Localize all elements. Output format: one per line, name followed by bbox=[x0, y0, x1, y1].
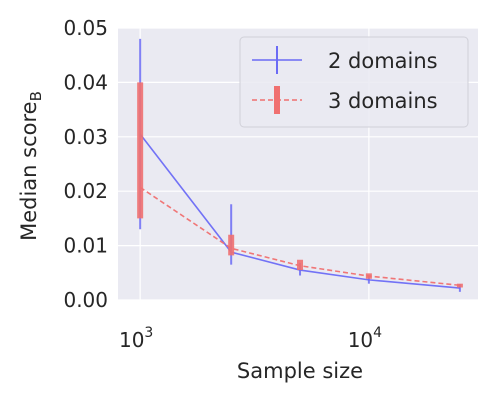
series-layer bbox=[137, 38, 463, 292]
y-tick-label: 0.01 bbox=[63, 234, 108, 258]
legend-label: 3 domains bbox=[328, 89, 438, 113]
legend-item: 2 domains bbox=[252, 46, 438, 74]
legend-label: 2 domains bbox=[328, 49, 438, 73]
legend: 2 domains 3 domains bbox=[239, 36, 469, 128]
y-axis-title-main: Median score bbox=[17, 101, 41, 240]
x-tick-label: 104 bbox=[348, 325, 382, 352]
x-tick-label: 103 bbox=[119, 325, 153, 352]
y-tick-label: 0.03 bbox=[63, 125, 108, 149]
y-tick-labels: 0.00 0.01 0.02 0.03 0.04 0.05 bbox=[63, 16, 108, 312]
y-tick-label: 0.05 bbox=[63, 16, 108, 40]
y-tick-label: 0.00 bbox=[63, 288, 108, 312]
y-tick-label: 0.04 bbox=[63, 70, 108, 94]
y-axis-title-subscript: B bbox=[27, 91, 45, 101]
y-axis-title: Median scoreB bbox=[17, 91, 45, 241]
series-2 bbox=[137, 82, 463, 288]
y-tick-label: 0.02 bbox=[63, 179, 108, 203]
x-tick-labels: 103 104 bbox=[119, 325, 382, 352]
series-line bbox=[139, 186, 460, 287]
x-axis-title: Sample size bbox=[237, 359, 363, 383]
legend-item: 3 domains bbox=[252, 86, 438, 114]
